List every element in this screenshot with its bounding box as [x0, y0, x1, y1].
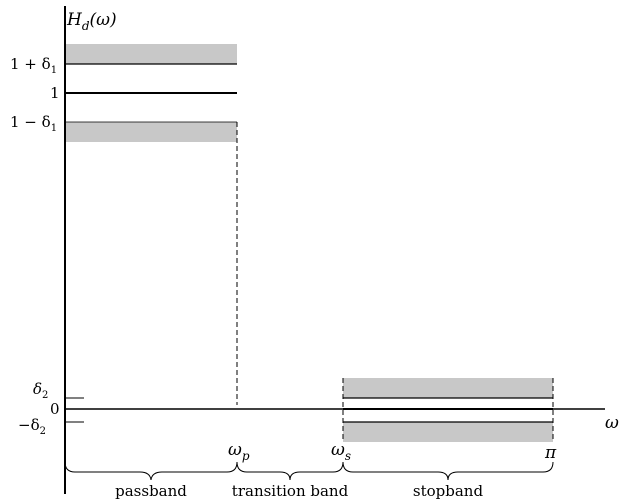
- tick-label-zero: 0: [50, 400, 60, 418]
- tick-label-omega-p: ωp: [228, 440, 250, 463]
- y-axis-label: Hd(ω): [66, 10, 117, 33]
- passband-brace: [64, 461, 238, 481]
- passband-upper-tolerance-band: [65, 44, 237, 64]
- tick-label-pi: π: [544, 443, 557, 463]
- transition-band-label: transition band: [232, 482, 349, 500]
- tick-label-minus-delta2: −δ2: [18, 416, 46, 437]
- passband-lower-tolerance-band: [65, 122, 237, 142]
- passband-label: passband: [115, 482, 187, 500]
- tick-label-delta2: δ2: [33, 380, 48, 401]
- stopband-upper-tolerance-band: [343, 378, 553, 398]
- tick-label-one-minus-delta1: 1 − δ1: [10, 113, 57, 134]
- stopband-brace: [342, 461, 554, 481]
- x-axis-label: ω: [605, 413, 619, 433]
- stopband-label: stopband: [413, 482, 484, 500]
- transition-band-brace: [236, 461, 344, 481]
- stopband-lower-tolerance-band: [343, 422, 553, 442]
- tick-label-one: 1: [50, 84, 60, 102]
- tick-label-omega-s: ωs: [331, 440, 351, 463]
- tick-label-one-plus-delta1: 1 + δ1: [10, 55, 57, 76]
